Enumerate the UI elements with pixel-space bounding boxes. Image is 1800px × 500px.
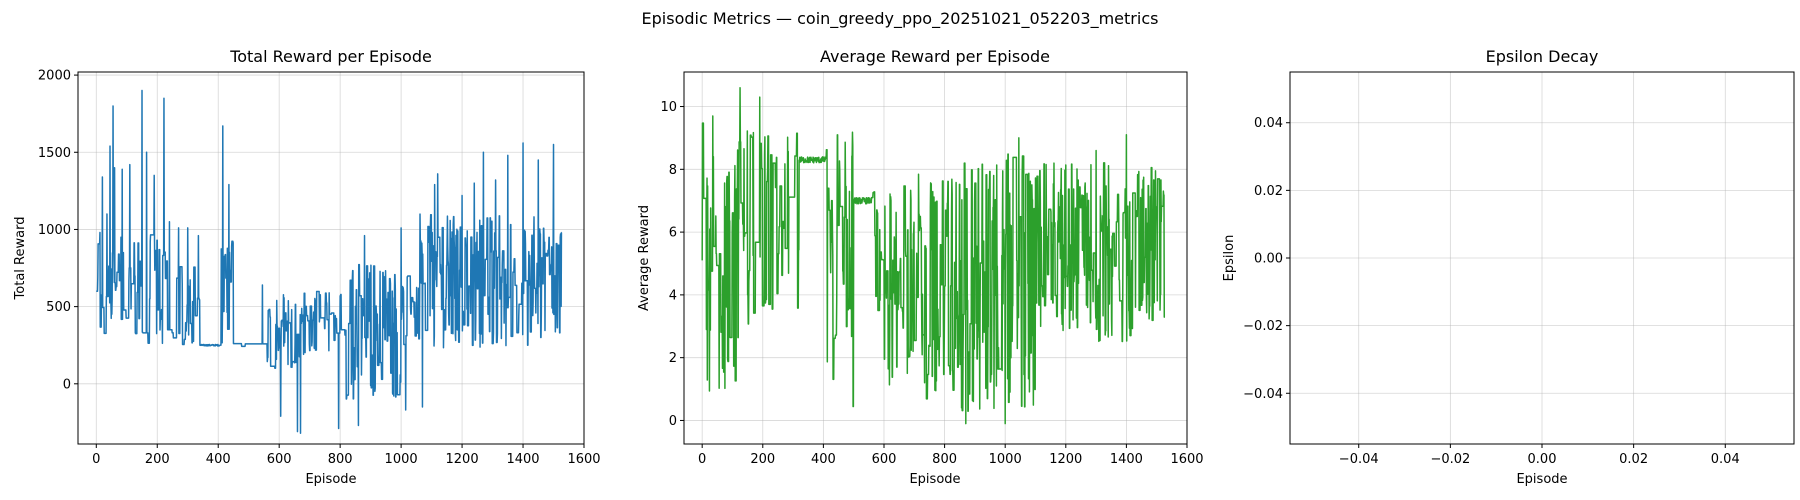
- x-tick-label: 1400: [506, 452, 539, 467]
- x-tick-label: 0: [698, 452, 706, 467]
- x-tick-label: −0.02: [1430, 452, 1470, 467]
- y-tick-label: 6: [669, 226, 677, 241]
- axes-frame: [683, 71, 1188, 445]
- x-tick-label: 800: [932, 452, 957, 467]
- figure-suptitle: Episodic Metrics — coin_greedy_ppo_20251…: [642, 9, 1159, 29]
- series-line: [701, 86, 1166, 425]
- x-tick-label: 1000: [989, 452, 1022, 467]
- y-axis-label: Average Reward: [637, 205, 652, 311]
- x-tick-label: 200: [145, 452, 170, 467]
- y-axis-label: Total Reward: [13, 217, 28, 301]
- x-tick-label: 1400: [1110, 452, 1143, 467]
- x-tick-label: 400: [811, 452, 836, 467]
- x-tick-label: 1200: [446, 452, 479, 467]
- x-tick-label: 600: [267, 452, 292, 467]
- y-tick-label: −0.02: [1243, 319, 1283, 334]
- y-tick-label: 4: [669, 288, 677, 303]
- panel-title: Epsilon Decay: [1486, 47, 1599, 66]
- y-tick-label: 0.04: [1254, 116, 1283, 131]
- x-tick-label: −0.04: [1339, 452, 1379, 467]
- y-tick-label: −0.04: [1243, 387, 1283, 402]
- x-tick-label: 0: [92, 452, 100, 467]
- y-axis-ticks: 0 500 1000 1500 2000: [38, 69, 78, 392]
- panel-average-reward: Average Reward per Episode 0 200 400 600 800…: [637, 47, 1204, 487]
- x-axis-ticks: 0 200 400 600 800 1000 1200 1400 1600: [698, 444, 1204, 467]
- x-tick-label: 1600: [1170, 452, 1203, 467]
- series-line: [95, 89, 563, 434]
- panel-epsilon-decay: Epsilon Decay −0.04 −0.02 0.00 0.02 0.04 −0.…: [1222, 47, 1795, 487]
- panel-total-reward: Total Reward per Episode 0 200 400 600 800 10…: [13, 47, 601, 487]
- y-tick-label: 1000: [38, 223, 71, 238]
- panel-title: Total Reward per Episode: [229, 47, 432, 66]
- x-tick-label: 1200: [1049, 452, 1082, 467]
- y-tick-label: 0.00: [1254, 252, 1283, 267]
- axes-frame: [77, 71, 585, 445]
- y-tick-label: 0: [669, 414, 677, 429]
- x-tick-label: 600: [872, 452, 897, 467]
- x-axis-label: Episode: [909, 472, 960, 487]
- x-tick-label: 800: [328, 452, 353, 467]
- x-tick-label: 0.04: [1711, 452, 1740, 467]
- y-tick-label: 2000: [38, 69, 71, 84]
- plot-area: [95, 89, 563, 434]
- x-axis-label: Episode: [305, 472, 356, 487]
- y-tick-label: 0: [63, 377, 71, 392]
- x-axis-ticks: 0 200 400 600 800 1000 1200 1400 1600: [92, 444, 601, 467]
- x-tick-label: 0.00: [1528, 452, 1557, 467]
- y-axis-label: Epsilon: [1222, 235, 1237, 282]
- y-tick-label: 0.02: [1254, 184, 1283, 199]
- x-tick-label: 400: [206, 452, 231, 467]
- y-tick-label: 10: [660, 100, 677, 115]
- panel-title: Average Reward per Episode: [820, 47, 1050, 66]
- y-axis-ticks: −0.04 −0.02 0.00 0.02 0.04: [1243, 116, 1290, 402]
- y-tick-label: 2: [669, 351, 677, 366]
- y-tick-label: 1500: [38, 146, 71, 161]
- plot-area: [701, 86, 1166, 425]
- x-tick-label: 0.02: [1619, 452, 1648, 467]
- x-tick-label: 1000: [385, 452, 418, 467]
- x-tick-label: 200: [750, 452, 775, 467]
- x-tick-label: 1600: [567, 452, 600, 467]
- y-tick-label: 500: [46, 300, 71, 315]
- y-axis-ticks: 0 2 4 6 8 10: [660, 100, 684, 429]
- x-axis-ticks: −0.04 −0.02 0.00 0.02 0.04: [1339, 444, 1740, 467]
- grid: [1290, 72, 1794, 444]
- y-tick-label: 8: [669, 163, 677, 178]
- x-axis-label: Episode: [1516, 472, 1567, 487]
